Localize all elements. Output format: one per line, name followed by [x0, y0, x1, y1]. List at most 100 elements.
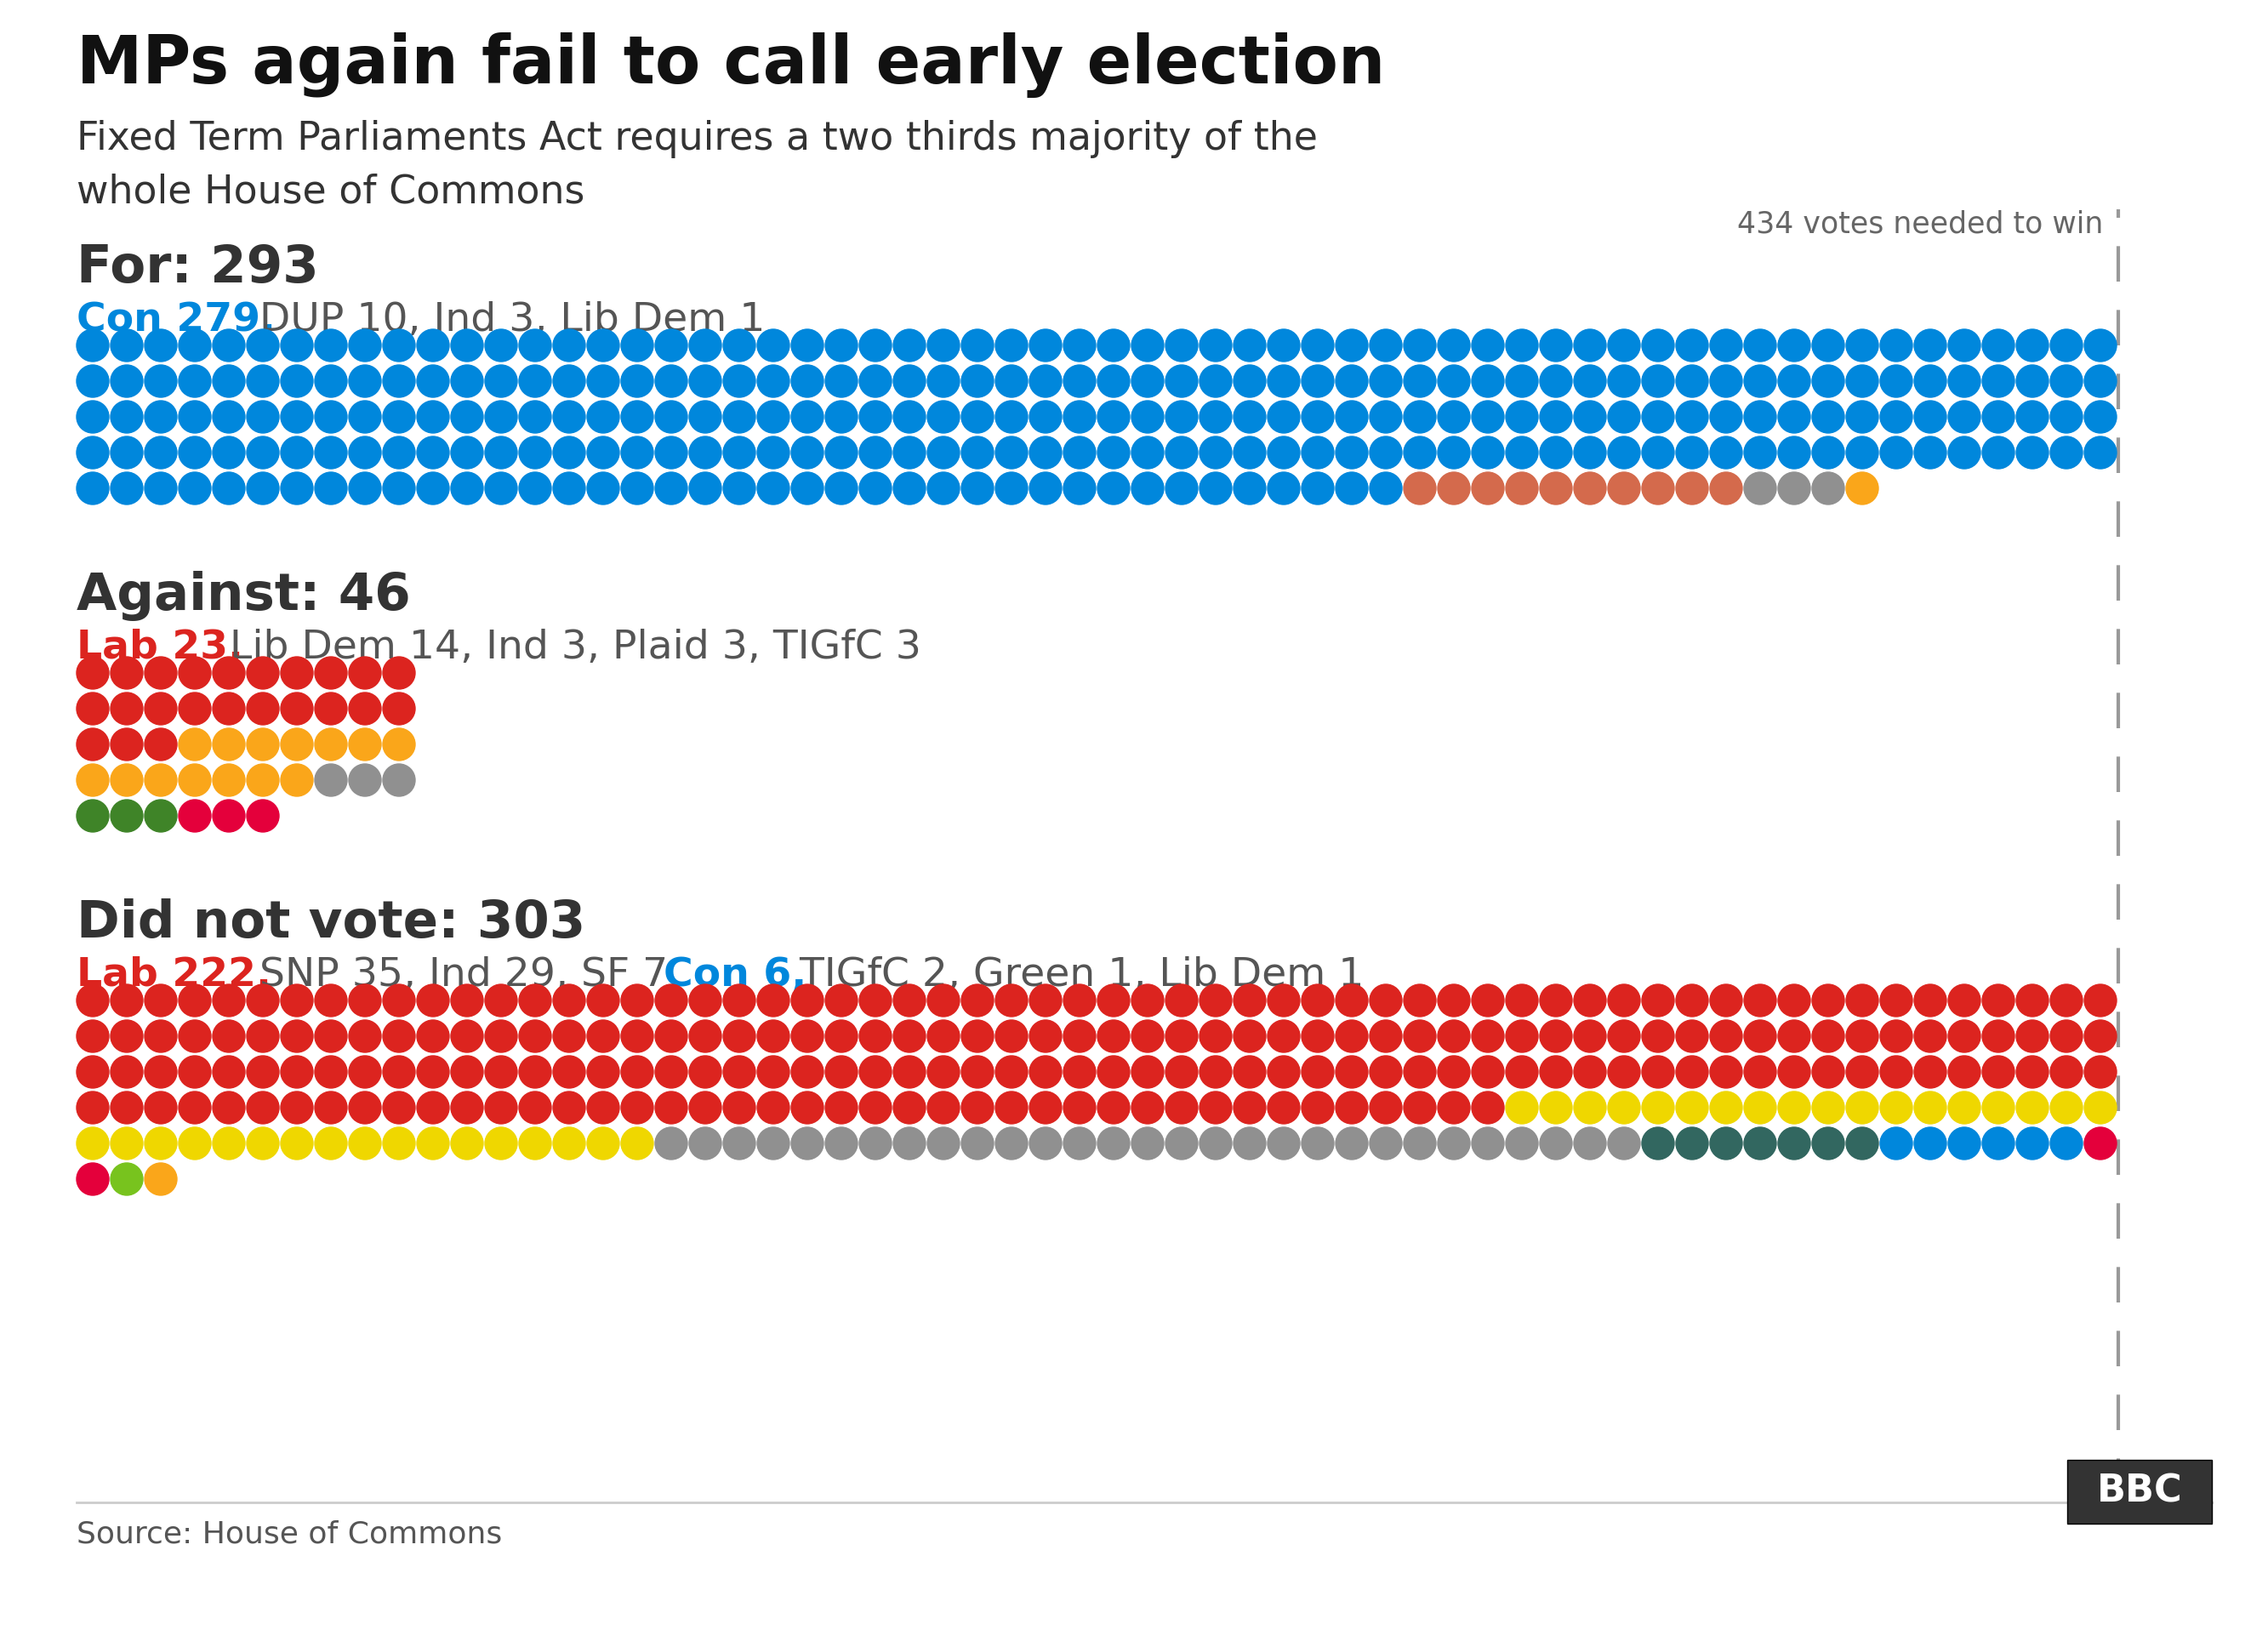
Circle shape [723, 329, 755, 362]
Circle shape [1132, 329, 1163, 362]
Circle shape [1676, 1128, 1708, 1159]
Circle shape [179, 1128, 211, 1159]
Circle shape [1336, 1092, 1368, 1123]
Circle shape [894, 1056, 925, 1089]
Circle shape [689, 329, 721, 362]
Circle shape [1336, 365, 1368, 398]
Circle shape [1404, 329, 1436, 362]
Circle shape [383, 329, 415, 362]
Circle shape [792, 401, 823, 434]
Circle shape [77, 1020, 109, 1053]
Circle shape [826, 329, 857, 362]
Circle shape [451, 437, 483, 469]
Circle shape [1710, 365, 1742, 398]
Circle shape [2050, 365, 2082, 398]
Circle shape [519, 365, 551, 398]
Circle shape [587, 365, 619, 398]
Circle shape [723, 1056, 755, 1089]
Circle shape [1778, 473, 1810, 504]
Circle shape [928, 1128, 959, 1159]
Circle shape [1506, 1092, 1538, 1123]
Circle shape [826, 985, 857, 1017]
Circle shape [77, 657, 109, 689]
Circle shape [826, 1056, 857, 1089]
Circle shape [1098, 1056, 1129, 1089]
Circle shape [111, 1128, 143, 1159]
Circle shape [758, 1092, 789, 1123]
Circle shape [1064, 473, 1095, 504]
Circle shape [145, 1020, 177, 1053]
Circle shape [179, 329, 211, 362]
Circle shape [1268, 1056, 1300, 1089]
Circle shape [928, 329, 959, 362]
Circle shape [1914, 1128, 1946, 1159]
Circle shape [383, 764, 415, 797]
Circle shape [451, 1092, 483, 1123]
Circle shape [1268, 1020, 1300, 1053]
Circle shape [1030, 437, 1061, 469]
Text: SNP 35, Ind 29, SF 7,: SNP 35, Ind 29, SF 7, [247, 957, 694, 994]
Circle shape [1676, 985, 1708, 1017]
Circle shape [145, 437, 177, 469]
Circle shape [2084, 365, 2116, 398]
Circle shape [758, 473, 789, 504]
Circle shape [1200, 1092, 1232, 1123]
Circle shape [383, 985, 415, 1017]
Circle shape [996, 401, 1027, 434]
Circle shape [1030, 985, 1061, 1017]
Circle shape [553, 473, 585, 504]
Text: Con 6,: Con 6, [665, 957, 807, 994]
Circle shape [1846, 437, 1878, 469]
Circle shape [1744, 1092, 1776, 1123]
Circle shape [315, 1128, 347, 1159]
Circle shape [1948, 985, 1980, 1017]
Circle shape [1608, 1020, 1640, 1053]
Circle shape [758, 329, 789, 362]
Circle shape [1302, 401, 1334, 434]
Circle shape [1982, 1092, 2014, 1123]
Circle shape [2016, 365, 2048, 398]
Circle shape [1642, 1020, 1674, 1053]
Circle shape [1404, 437, 1436, 469]
Circle shape [1404, 365, 1436, 398]
Circle shape [1676, 401, 1708, 434]
Circle shape [1200, 473, 1232, 504]
Circle shape [689, 365, 721, 398]
Circle shape [1336, 329, 1368, 362]
Circle shape [996, 985, 1027, 1017]
Circle shape [349, 437, 381, 469]
Circle shape [1200, 329, 1232, 362]
Circle shape [1336, 1020, 1368, 1053]
FancyBboxPatch shape [2066, 1460, 2211, 1524]
Circle shape [485, 401, 517, 434]
Circle shape [485, 473, 517, 504]
Circle shape [928, 1056, 959, 1089]
Circle shape [962, 437, 993, 469]
Circle shape [621, 1092, 653, 1123]
Circle shape [1234, 473, 1266, 504]
Circle shape [553, 1128, 585, 1159]
Circle shape [689, 1092, 721, 1123]
Circle shape [860, 365, 891, 398]
Circle shape [315, 985, 347, 1017]
Circle shape [1812, 401, 1844, 434]
Circle shape [1574, 329, 1606, 362]
Circle shape [2016, 437, 2048, 469]
Circle shape [758, 1020, 789, 1053]
Circle shape [758, 1056, 789, 1089]
Circle shape [1234, 401, 1266, 434]
Circle shape [1574, 365, 1606, 398]
Circle shape [1234, 1092, 1266, 1123]
Circle shape [1438, 1128, 1470, 1159]
Circle shape [860, 1020, 891, 1053]
Circle shape [383, 657, 415, 689]
Circle shape [179, 800, 211, 831]
Circle shape [1914, 1092, 1946, 1123]
Circle shape [451, 1128, 483, 1159]
Circle shape [1098, 1020, 1129, 1053]
Circle shape [247, 729, 279, 761]
Circle shape [1302, 437, 1334, 469]
Circle shape [1880, 985, 1912, 1017]
Circle shape [792, 473, 823, 504]
Circle shape [247, 1020, 279, 1053]
